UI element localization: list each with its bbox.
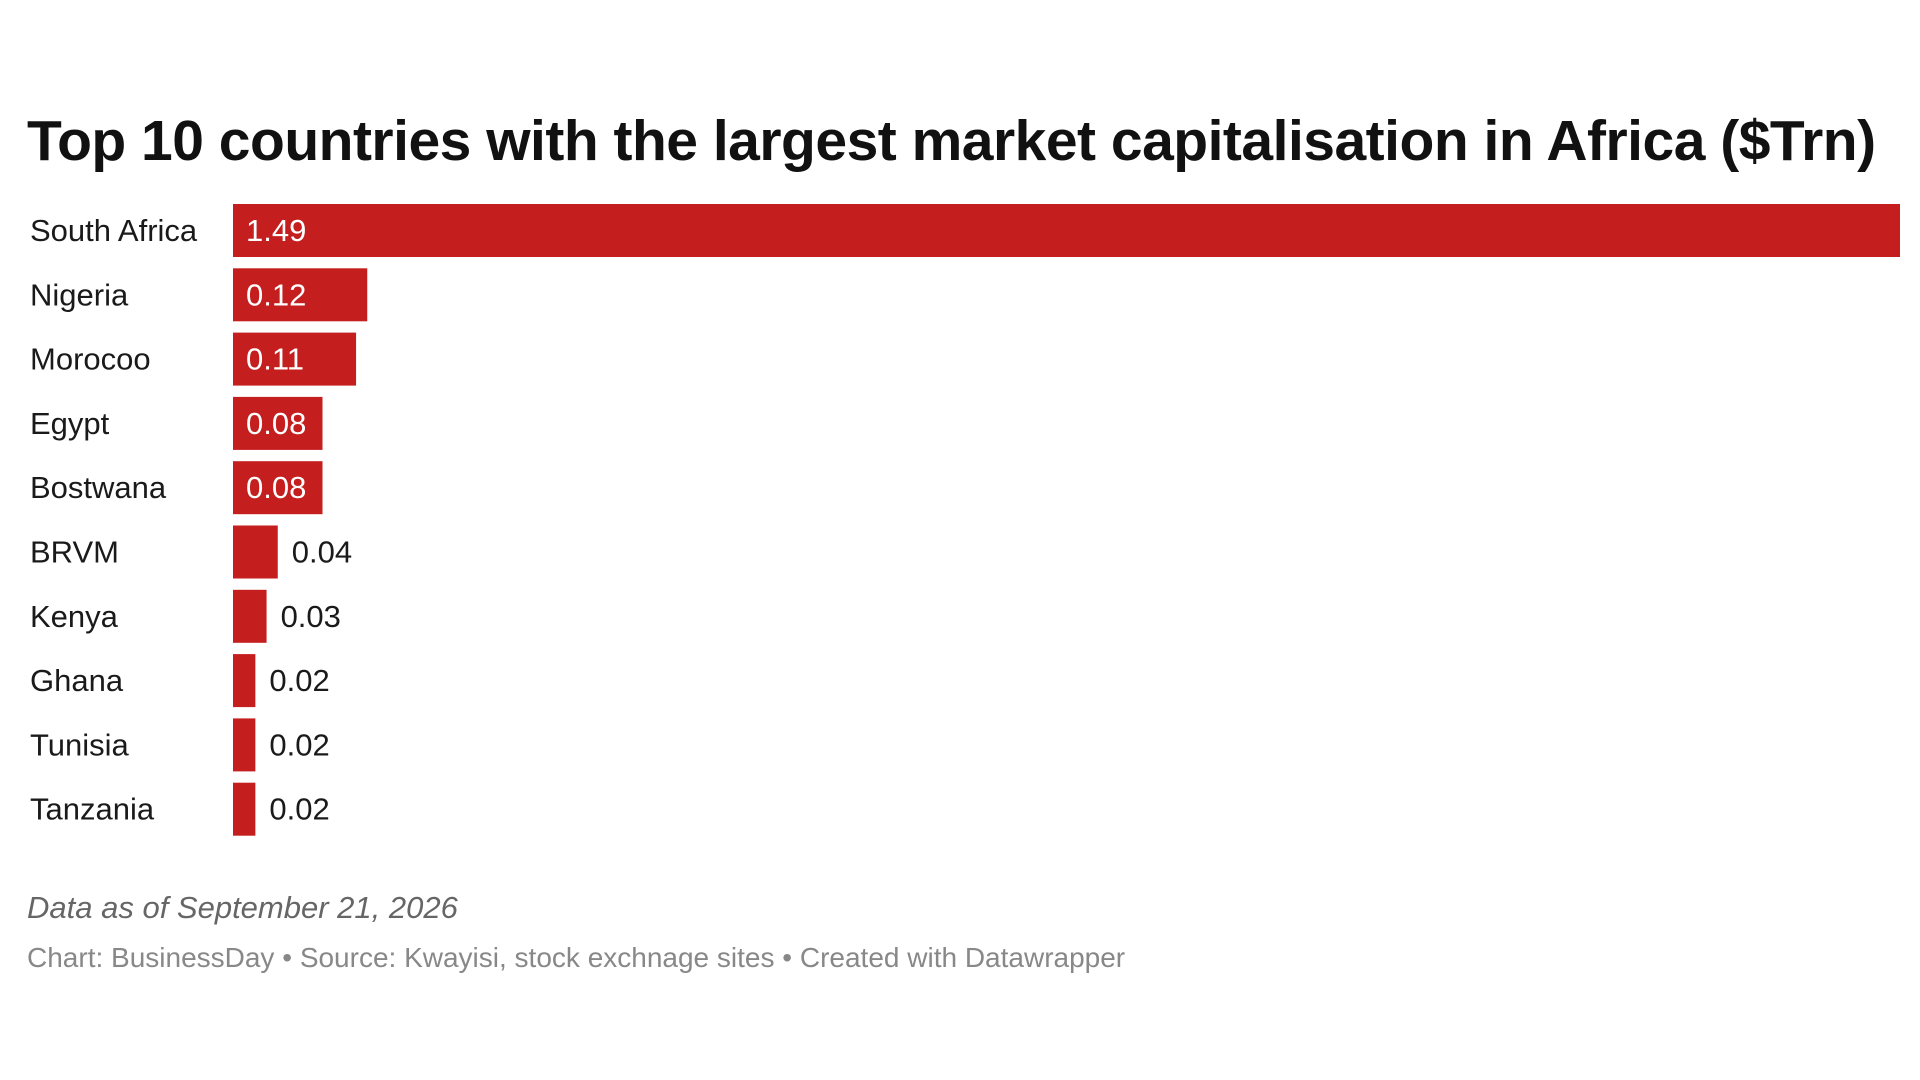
category-label: Nigeria (30, 277, 129, 312)
category-label: South Africa (30, 213, 198, 248)
bar (233, 204, 1900, 257)
bar (233, 332, 357, 386)
bar (233, 782, 256, 836)
footer-source: Source: Kwayisi, stock exchnage sites (299, 942, 775, 973)
value-label: 1.49 (246, 213, 306, 248)
bar (233, 589, 267, 643)
value-label: 0.02 (269, 663, 329, 698)
bar (233, 396, 323, 450)
category-label: Kenya (30, 599, 119, 634)
footer-chart-credit: Chart: BusinessDay (27, 942, 275, 973)
value-label: 0.11 (246, 342, 304, 377)
chart-footer: Chart: BusinessDay • Source: Kwayisi, st… (27, 942, 1125, 974)
category-label: Tunisia (30, 727, 130, 762)
value-label: 0.02 (269, 792, 329, 827)
bar (233, 461, 323, 515)
value-label: 0.08 (246, 470, 306, 505)
chart-title: Top 10 countries with the largest market… (27, 109, 1876, 173)
bar-chart: South Africa 1.49 Nigeria 0.12 Morocoo 0.11 Eg… (30, 204, 1900, 836)
value-label: 0.03 (281, 599, 341, 634)
value-label: 0.04 (292, 535, 352, 570)
category-label: Egypt (30, 406, 110, 441)
category-label: Morocoo (30, 342, 151, 377)
footer-separator: • (782, 942, 793, 973)
value-label: 0.12 (246, 277, 306, 312)
footer-separator: • (282, 942, 293, 973)
footer-created-with: Created with Datawrapper (799, 942, 1126, 973)
category-label: BRVM (30, 535, 119, 570)
value-label: 0.02 (269, 727, 329, 762)
bar (233, 654, 256, 708)
value-label: 0.08 (246, 406, 306, 441)
bar (233, 718, 256, 772)
category-label: Tanzania (30, 792, 155, 827)
bar (233, 525, 278, 579)
bar (233, 268, 368, 322)
data-date-note: Data as of September 21, 2026 (27, 890, 458, 925)
category-label: Bostwana (30, 470, 167, 505)
category-label: Ghana (30, 663, 124, 698)
